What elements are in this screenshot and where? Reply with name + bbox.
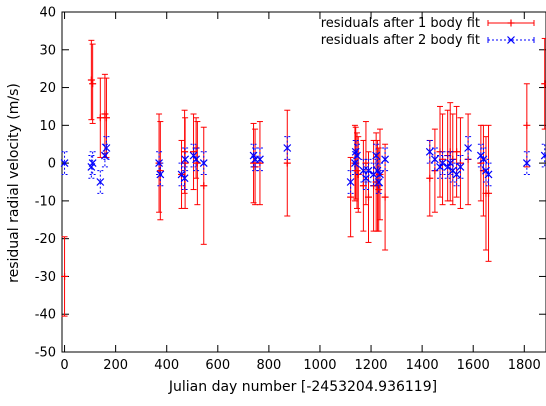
data-point bbox=[540, 151, 546, 160]
x-tick-label: 0 bbox=[60, 358, 68, 373]
y-tick-label: -30 bbox=[35, 270, 56, 285]
series-2 bbox=[60, 136, 546, 194]
data-point bbox=[353, 167, 361, 175]
data-point bbox=[426, 174, 434, 182]
data-point bbox=[96, 178, 105, 186]
axis-ticks: 0 200 400 600 800 1000 1200 1400 1600 1800-50-40-… bbox=[35, 6, 546, 373]
x-tick-label: 1200 bbox=[354, 358, 387, 373]
data-point bbox=[102, 114, 110, 122]
data-point bbox=[381, 155, 390, 164]
x-axis-label: Julian day number [-2453204.936119] bbox=[168, 379, 437, 395]
data-point bbox=[453, 148, 461, 156]
data-point bbox=[484, 170, 493, 179]
data-point bbox=[283, 144, 292, 152]
data-point bbox=[101, 110, 109, 118]
data-point bbox=[430, 155, 439, 164]
data-point bbox=[347, 193, 355, 201]
legend-label-series-2: residuals after 2 body fit bbox=[321, 33, 480, 48]
legend-key-series-1 bbox=[487, 19, 535, 27]
data-point bbox=[181, 148, 189, 156]
data-point bbox=[192, 155, 201, 164]
data-point bbox=[522, 159, 531, 168]
series-layer bbox=[60, 37, 546, 317]
data-point bbox=[102, 144, 111, 152]
plot-frame bbox=[61, 11, 546, 353]
data-point bbox=[376, 170, 384, 179]
data-point bbox=[283, 159, 291, 167]
data-point bbox=[456, 162, 465, 171]
data-point bbox=[485, 189, 493, 197]
data-point bbox=[372, 151, 381, 160]
legend-label-series-1: residuals after 1 body fit bbox=[321, 16, 480, 31]
data-point bbox=[364, 166, 373, 175]
data-point bbox=[354, 170, 362, 178]
y-tick-label: 30 bbox=[39, 43, 56, 58]
data-point bbox=[452, 170, 461, 179]
y-tick-label: -50 bbox=[35, 346, 56, 361]
legend-marker bbox=[507, 19, 515, 27]
data-point bbox=[180, 174, 189, 183]
data-point bbox=[87, 76, 95, 84]
data-point bbox=[523, 121, 531, 129]
data-point bbox=[346, 178, 355, 186]
data-point bbox=[200, 182, 208, 190]
data-point bbox=[61, 272, 69, 280]
data-point bbox=[88, 159, 97, 168]
legend-key-series-2 bbox=[487, 36, 535, 44]
data-point bbox=[438, 159, 447, 168]
data-point bbox=[181, 155, 190, 164]
data-point bbox=[425, 147, 434, 156]
x-tick-label: 1400 bbox=[406, 358, 439, 373]
data-point bbox=[100, 151, 109, 160]
data-point bbox=[353, 151, 361, 160]
data-point bbox=[156, 170, 165, 179]
data-point bbox=[364, 193, 372, 201]
data-point bbox=[89, 80, 97, 88]
data-point bbox=[374, 178, 383, 186]
data-point bbox=[256, 155, 264, 164]
legend-marker bbox=[507, 36, 515, 44]
y-tick-label: -40 bbox=[35, 308, 56, 323]
series-1 bbox=[61, 37, 546, 317]
data-point bbox=[199, 159, 208, 168]
data-point bbox=[381, 193, 389, 201]
y-tick-label: 0 bbox=[48, 157, 56, 172]
y-tick-label: 10 bbox=[39, 119, 56, 134]
x-tick-label: 400 bbox=[154, 358, 179, 373]
data-point bbox=[60, 159, 69, 168]
x-tick-label: 800 bbox=[256, 358, 281, 373]
legend: residuals after 1 body fit residuals aft… bbox=[321, 16, 535, 48]
data-point bbox=[96, 114, 104, 122]
y-tick-label: -10 bbox=[35, 194, 56, 209]
x-tick-label: 1800 bbox=[508, 358, 541, 373]
y-tick-label: -20 bbox=[35, 232, 56, 247]
x-tick-label: 1000 bbox=[303, 358, 336, 373]
x-tick-label: 600 bbox=[205, 358, 230, 373]
x-tick-label: 1600 bbox=[457, 358, 490, 373]
y-tick-label: 20 bbox=[39, 81, 56, 96]
y-axis-label: residual radial velocity (m/s) bbox=[6, 83, 22, 283]
data-point bbox=[464, 144, 473, 152]
y-tick-label: 40 bbox=[39, 6, 56, 21]
data-point bbox=[541, 80, 546, 88]
x-tick-label: 200 bbox=[103, 358, 128, 373]
